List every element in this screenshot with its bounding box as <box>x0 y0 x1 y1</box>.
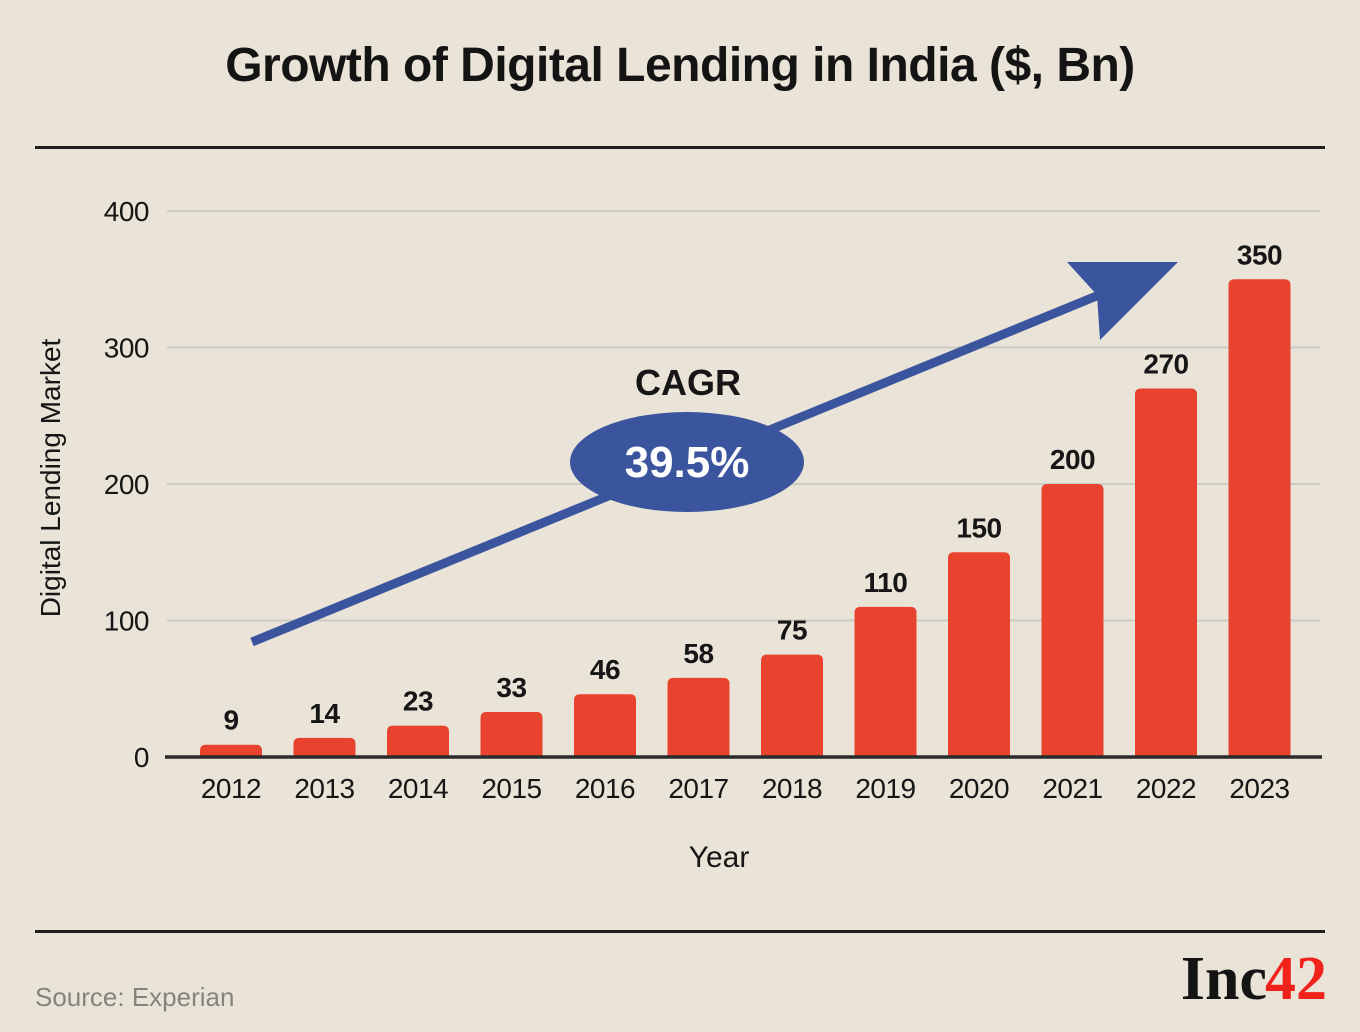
bar-value-label: 270 <box>1143 348 1188 379</box>
bar-2022 <box>1135 388 1197 757</box>
bar-2017 <box>667 677 730 757</box>
logo-inc-text: Inc <box>1180 945 1267 1013</box>
bottom-divider <box>35 930 1325 933</box>
bar-value-label: 110 <box>864 567 908 598</box>
x-tick-label: 2013 <box>294 773 354 804</box>
x-axis-title: Year <box>688 841 750 874</box>
x-tick-label: 2016 <box>575 773 635 804</box>
x-tick-label: 2012 <box>201 773 261 804</box>
cagr-value: 39.5% <box>625 438 750 487</box>
logo-42-text: 42 <box>1265 945 1327 1013</box>
bar-value-label: 58 <box>683 638 713 669</box>
x-tick-label: 2014 <box>388 773 448 804</box>
bar-2018 <box>761 654 823 757</box>
x-tick-label: 2022 <box>1136 773 1196 804</box>
y-tick-label: 200 <box>104 469 149 500</box>
bar-value-label: 14 <box>309 698 340 729</box>
bar-2013 <box>293 737 356 757</box>
y-tick-label: 100 <box>104 606 149 637</box>
bar-2019 <box>854 606 917 757</box>
bar-2016 <box>574 694 636 757</box>
x-tick-label: 2018 <box>762 773 822 804</box>
x-tick-label: 2015 <box>481 773 541 804</box>
bar-value-label: 150 <box>956 512 1001 543</box>
x-tick-label: 2020 <box>949 773 1009 804</box>
bar-value-label: 350 <box>1237 239 1282 270</box>
bar-value-label: 9 <box>223 705 238 736</box>
bar-2020 <box>948 552 1010 757</box>
bar-value-label: 75 <box>777 615 807 646</box>
bar-value-label: 200 <box>1050 444 1095 475</box>
bar-2023 <box>1228 279 1291 757</box>
x-tick-label: 2019 <box>855 773 915 804</box>
y-tick-label: 300 <box>104 333 149 364</box>
bar-2015 <box>480 711 543 757</box>
cagr-ellipse <box>570 412 804 512</box>
top-divider <box>35 146 1325 149</box>
y-tick-label: 400 <box>104 196 149 227</box>
bar-2021 <box>1041 484 1104 757</box>
trend-arrowhead <box>1067 262 1178 340</box>
bar-2012 <box>200 744 262 757</box>
bar-value-label: 33 <box>496 672 526 703</box>
source-credit: Source: Experian <box>35 982 235 1012</box>
y-axis-title: Digital Lending Market <box>35 338 66 618</box>
bar-value-label: 46 <box>590 654 620 685</box>
x-tick-label: 2023 <box>1229 773 1289 804</box>
bar-value-label: 23 <box>403 686 433 717</box>
y-tick-label: 0 <box>134 742 149 773</box>
bar-2014 <box>387 725 449 757</box>
chart-title: Growth of Digital Lending in India ($, B… <box>225 39 1135 92</box>
cagr-label: CAGR <box>635 362 741 403</box>
inc42-logo: Inc42 <box>1181 948 1327 1010</box>
x-tick-label: 2021 <box>1042 773 1102 804</box>
x-tick-label: 2017 <box>668 773 728 804</box>
